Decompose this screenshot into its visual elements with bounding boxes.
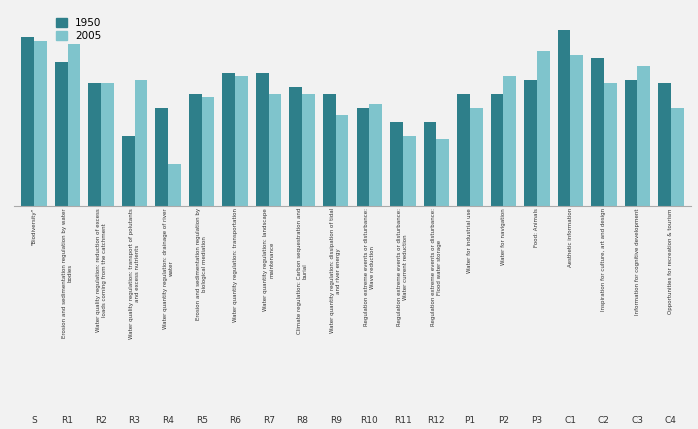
Text: Water quantity regulation: drainage of river
water: Water quantity regulation: drainage of r… <box>163 208 174 329</box>
Text: C1: C1 <box>565 416 577 425</box>
Bar <box>302 94 315 206</box>
Bar <box>223 73 235 206</box>
Bar <box>290 87 302 206</box>
Bar <box>591 58 604 206</box>
Text: C3: C3 <box>632 416 644 425</box>
Text: Aesthetic information: Aesthetic information <box>568 208 573 267</box>
Text: C4: C4 <box>665 416 677 425</box>
Bar <box>637 66 650 206</box>
Text: Inspiration for culture, art and design: Inspiration for culture, art and design <box>602 208 607 311</box>
Text: R3: R3 <box>128 416 140 425</box>
Text: R4: R4 <box>162 416 174 425</box>
Bar <box>671 108 683 206</box>
Text: R11: R11 <box>394 416 412 425</box>
Bar <box>625 79 637 206</box>
Text: Regulation extreme events or disturbance:
Water current reduction: Regulation extreme events or disturbance… <box>397 208 408 326</box>
Text: Water for industrial use: Water for industrial use <box>467 208 473 273</box>
Bar <box>156 108 168 206</box>
Bar <box>570 55 583 206</box>
Bar <box>503 76 516 206</box>
Bar <box>369 104 382 206</box>
Text: R6: R6 <box>229 416 242 425</box>
Bar <box>524 79 537 206</box>
Text: R2: R2 <box>95 416 107 425</box>
Bar <box>235 76 248 206</box>
Bar <box>202 97 214 206</box>
Text: R1: R1 <box>61 416 73 425</box>
Bar <box>34 41 47 206</box>
Bar <box>390 122 403 206</box>
Text: Water for navigation: Water for navigation <box>501 208 506 265</box>
Text: Regulation extreme events or disturbance:
Flood water storage: Regulation extreme events or disturbance… <box>431 208 442 326</box>
Bar <box>55 62 68 206</box>
Bar <box>491 94 503 206</box>
Text: Food: Animals: Food: Animals <box>535 208 540 247</box>
Bar <box>168 164 181 206</box>
Text: Erosion and sedimentation regulation by
biological mediation: Erosion and sedimentation regulation by … <box>196 208 207 320</box>
Bar <box>22 37 34 206</box>
Text: Opportunities for recreation & tourism: Opportunities for recreation & tourism <box>669 208 674 314</box>
Text: R12: R12 <box>427 416 445 425</box>
Legend: 1950, 2005: 1950, 2005 <box>57 18 101 41</box>
Bar <box>89 83 101 206</box>
Text: R5: R5 <box>195 416 208 425</box>
Text: Regulation extreme events or disturbance:
Wave reduction: Regulation extreme events or disturbance… <box>364 208 375 326</box>
Text: P1: P1 <box>464 416 475 425</box>
Text: Water quantity regulation: dissipation of tidal
and river energy: Water quantity regulation: dissipation o… <box>330 208 341 333</box>
Bar <box>537 51 549 206</box>
Bar <box>470 108 482 206</box>
Bar <box>436 139 449 206</box>
Bar <box>357 108 369 206</box>
Text: Climate regulation: Carbon sequestration and
burial: Climate regulation: Carbon sequestration… <box>297 208 308 335</box>
Bar <box>336 115 348 206</box>
Bar <box>604 83 616 206</box>
Text: R7: R7 <box>262 416 275 425</box>
Bar <box>658 83 671 206</box>
Text: R8: R8 <box>296 416 309 425</box>
Text: Water quantity regulation: transportation: Water quantity regulation: transportatio… <box>232 208 238 322</box>
Bar <box>68 45 80 206</box>
Bar <box>189 94 202 206</box>
Text: P3: P3 <box>531 416 542 425</box>
Text: C2: C2 <box>598 416 610 425</box>
Text: S: S <box>31 416 37 425</box>
Text: R10: R10 <box>360 416 378 425</box>
Bar <box>256 73 269 206</box>
Text: P2: P2 <box>498 416 509 425</box>
Text: Water quality regulation: reduction of excess
loads coming from the catchment: Water quality regulation: reduction of e… <box>96 208 107 332</box>
Text: Water quantity regulation: landscape
maintenance: Water quantity regulation: landscape mai… <box>263 208 274 311</box>
Bar <box>457 94 470 206</box>
Bar <box>403 136 415 206</box>
Text: "Biodiversity": "Biodiversity" <box>31 208 36 245</box>
Text: Information for cognitive development: Information for cognitive development <box>635 208 640 314</box>
Bar <box>122 136 135 206</box>
Text: Erosion and sedimentation regulation by water
bodies: Erosion and sedimentation regulation by … <box>62 208 73 338</box>
Text: R9: R9 <box>329 416 342 425</box>
Bar <box>558 30 570 206</box>
Bar <box>424 122 436 206</box>
Bar <box>101 83 114 206</box>
Bar <box>323 94 336 206</box>
Text: Water quality regulation: transport of polutants
and excess nutrients: Water quality regulation: transport of p… <box>129 208 140 339</box>
Bar <box>135 79 147 206</box>
Bar <box>269 94 281 206</box>
